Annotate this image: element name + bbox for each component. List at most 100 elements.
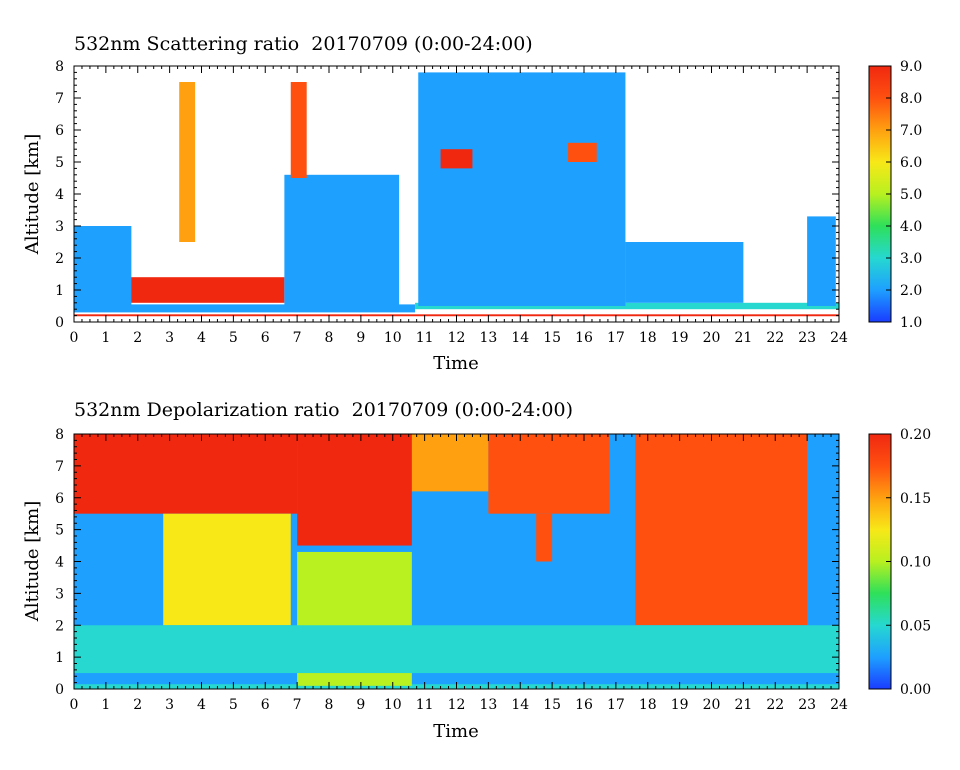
depolarization-ratio-x-tick-label: 10 [384,697,402,713]
depolarization-ratio-x-tick-label: 1 [101,697,110,713]
depolarization-ratio-colorbar-tick-label: 0.05 [900,618,931,634]
scattering-ratio-x-tick-label: 18 [639,330,657,346]
scattering-ratio-y-axis-label: Altitude [km] [22,134,43,256]
scattering-ratio-y-ticks: 0 1 2 3 4 5 6 7 8 [55,59,839,331]
scattering-ratio-data-layer [284,174,400,310]
scattering-ratio-y-tick-label: 7 [55,91,64,107]
depolarization-ratio-y-tick-label: 1 [55,650,64,666]
depolarization-ratio-x-axis-label: Time [433,721,478,742]
scattering-ratio-x-axis-label: Time [433,353,478,374]
depolarization-ratio-y-tick-label: 6 [55,491,64,507]
depolarization-ratio-x-ticks: 0 1 2 3 4 5 6 7 8 9 10 11 12 13 14 15 16 17 18 19 20 21 22 23 24 [70,434,848,713]
scattering-ratio-data-layer [418,72,626,307]
scattering-ratio-x-tick-label: 2 [133,330,142,346]
depolarization-ratio-x-tick-label: 3 [165,697,174,713]
depolarization-ratio-data-layer [536,513,553,562]
depolarization-ratio-x-tick-label: 5 [229,697,238,713]
scattering-ratio-x-tick-label: 22 [766,330,784,346]
depolarization-ratio-y-tick-label: 4 [55,555,64,571]
scattering-ratio-data-layer [179,82,196,242]
scattering-ratio-x-tick-label: 4 [197,330,206,346]
scattering-ratio-x-tick-label: 10 [384,330,402,346]
scattering-ratio-x-tick-label: 5 [229,330,238,346]
scattering-ratio-x-tick-label: 21 [734,330,752,346]
depolarization-ratio-data-layer [297,434,412,546]
scattering-ratio-y-tick-label: 8 [55,59,64,75]
scattering-ratio-y-tick-label: 3 [55,219,64,235]
scattering-ratio-data-layer [440,149,473,169]
scattering-ratio-x-tick-label: 19 [671,330,689,346]
scattering-ratio-panel: 532nm Scattering ratio 20170709 (0:00-24… [22,33,922,374]
depolarization-ratio-colorbar-tick-label: 0.10 [900,555,931,571]
scattering-ratio-data-layer [128,277,285,303]
depolarization-ratio-y-tick-label: 2 [55,618,64,634]
depolarization-ratio-data-layer [163,513,291,626]
scattering-ratio-x-tick-label: 20 [703,330,721,346]
scattering-ratio-y-tick-label: 0 [55,315,64,331]
depolarization-ratio-x-tick-label: 11 [416,697,434,713]
depolarization-ratio-y-ticks: 0 1 2 3 4 5 6 7 8 [55,427,839,698]
depolarization-ratio-colorbar: 0.00 0.05 0.10 0.15 0.20 [868,427,931,698]
depolarization-ratio-data-layer [635,434,808,626]
scattering-ratio-x-tick-label: 9 [356,330,365,346]
scattering-ratio-x-tick-label: 12 [448,330,466,346]
scattering-ratio-data-layer [625,242,744,303]
scattering-ratio-x-tick-label: 11 [416,330,434,346]
depolarization-ratio-y-tick-label: 7 [55,459,64,475]
scattering-ratio-title: 532nm Scattering ratio 20170709 (0:00-24… [74,33,533,55]
scattering-ratio-colorbar-tick-label: 7.0 [900,123,922,139]
scattering-ratio-colorbar-tick-label: 4.0 [900,219,922,235]
scattering-ratio-colorbar-tick-label: 3.0 [900,251,922,267]
scattering-ratio-x-tick-label: 8 [325,330,334,346]
scattering-ratio-x-tick-label: 6 [261,330,270,346]
scattering-ratio-x-tick-label: 16 [575,330,593,346]
depolarization-ratio-title: 532nm Depolarization ratio 20170709 (0:0… [74,399,573,421]
depolarization-ratio-data-layer [74,434,298,514]
depolarization-ratio-x-tick-label: 8 [325,697,334,713]
scattering-ratio-colorbar: 1.0 2.0 3.0 4.0 5.0 6.0 7.0 8.0 9.0 [868,59,922,331]
scattering-ratio-colorbar-tick-label: 2.0 [900,283,922,299]
scattering-ratio-x-tick-label: 24 [830,330,848,346]
depolarization-ratio-panel: 532nm Depolarization ratio 20170709 (0:0… [22,399,931,742]
depolarization-ratio-y-tick-label: 5 [55,523,64,539]
depolarization-ratio-x-tick-label: 4 [197,697,206,713]
depolarization-ratio-colorbar-tick-label: 0.00 [900,682,931,698]
scattering-ratio-data-layer [290,82,307,178]
scattering-ratio-data-layer [74,226,132,306]
scattering-ratio-plot-area [73,65,840,323]
depolarization-ratio-x-tick-label: 21 [734,697,752,713]
depolarization-ratio-x-tick-label: 23 [798,697,816,713]
scattering-ratio-data-layer [415,302,839,310]
depolarization-ratio-data-layer [74,625,839,674]
depolarization-ratio-x-tick-label: 22 [766,697,784,713]
depolarization-ratio-y-tick-label: 0 [55,682,64,698]
scattering-ratio-data-layer [74,304,416,313]
depolarization-ratio-y-tick-label: 3 [55,586,64,602]
depolarization-ratio-x-tick-label: 17 [607,697,625,713]
scattering-ratio-colorbar-tick-label: 1.0 [900,315,922,331]
scattering-ratio-x-tick-label: 3 [165,330,174,346]
scattering-ratio-colorbar-tick-label: 6.0 [900,155,922,171]
depolarization-ratio-x-tick-label: 2 [133,697,142,713]
scattering-ratio-x-tick-label: 15 [543,330,561,346]
depolarization-ratio-x-tick-label: 0 [70,697,79,713]
depolarization-ratio-x-tick-label: 7 [293,697,302,713]
depolarization-ratio-x-tick-label: 16 [575,697,593,713]
depolarization-ratio-x-tick-label: 14 [511,697,529,713]
depolarization-ratio-x-tick-label: 24 [830,697,848,713]
depolarization-ratio-x-tick-label: 20 [703,697,721,713]
scattering-ratio-colorbar-tick-label: 9.0 [900,59,922,75]
scattering-ratio-x-tick-label: 14 [511,330,529,346]
depolarization-ratio-x-tick-label: 6 [261,697,270,713]
depolarization-ratio-colorbar-tick-label: 0.20 [900,427,931,443]
scattering-ratio-x-tick-label: 7 [293,330,302,346]
scattering-ratio-x-tick-label: 13 [479,330,497,346]
depolarization-ratio-x-tick-label: 19 [671,697,689,713]
depolarization-ratio-data-layer [488,434,610,514]
scattering-ratio-x-tick-label: 17 [607,330,625,346]
scattering-ratio-colorbar-tick-label: 8.0 [900,91,922,107]
depolarization-ratio-y-tick-label: 8 [55,427,64,443]
scattering-ratio-y-tick-label: 4 [55,187,64,203]
depolarization-ratio-x-tick-label: 15 [543,697,561,713]
